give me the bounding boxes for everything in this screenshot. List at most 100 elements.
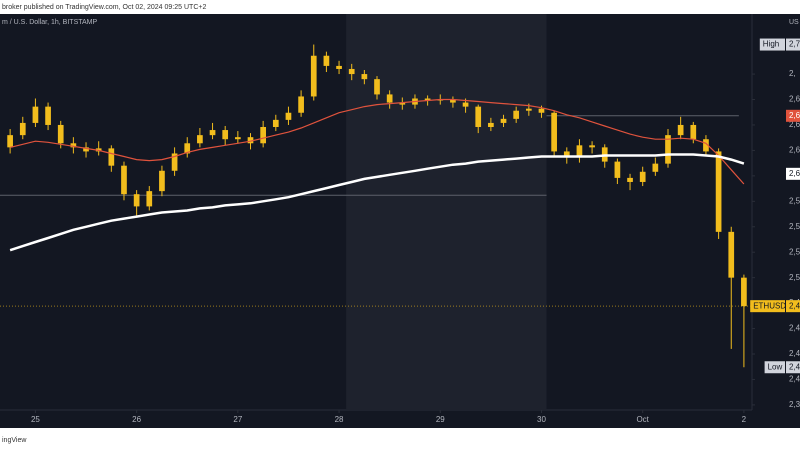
header: broker published on TradingView.com, Oct… [2,4,206,11]
candle-body [715,151,722,232]
price-label: 2,7 [789,40,800,49]
candle-body [19,122,26,136]
candle-body [83,147,89,152]
session-shade [346,14,547,410]
candle-body [209,130,216,136]
candle-body [728,231,735,278]
candle-body [525,108,532,111]
candle-body [538,108,545,113]
candle-body [589,145,595,148]
price-label: 2,6 [789,169,800,178]
price-label-name: High [763,40,779,49]
price-label-box [786,38,800,51]
candle-body [285,112,292,120]
x-tick-label: 25 [31,415,40,424]
candle-body [272,119,279,127]
price-label: 2,4 [789,301,800,310]
candle-body [551,112,557,152]
candle-body [374,79,380,95]
x-tick-label: 29 [436,415,445,424]
price-label-box [786,361,800,374]
candle-body [424,98,431,101]
candle-body [32,106,39,123]
price-label-name: ETHUSD [753,301,786,310]
candle-body [690,124,697,140]
candle-body [450,99,456,103]
price-label-box [786,109,800,122]
ma-line [9,98,745,185]
chart-title: m / U.S. Dollar, 1h, BITSTAMP [2,19,98,26]
candle-body [247,137,254,144]
candle-body [475,106,482,127]
candle-body [500,118,507,123]
y-tick-label: 2,5 [789,273,800,282]
candle-body [159,170,165,192]
candle-body [399,102,406,105]
candle-body [665,135,671,164]
y-tick-label: 2,6 [789,146,800,155]
candle-body [348,68,355,75]
price-label-box [786,300,800,313]
candle-body [146,191,153,207]
candle-body [336,65,342,69]
price-label: 2,6 [789,111,800,120]
candle-body [121,165,127,195]
price-label: 2,4 [789,362,800,371]
candle-body [677,124,684,136]
candle-body [310,55,317,97]
candle-body [171,153,178,171]
candle-body [57,124,64,144]
candle-body [627,177,633,182]
price-label-name-box [759,38,785,51]
y-tick-label: 2,3 [789,400,800,409]
currency: US [789,19,799,26]
price-label-name-box [764,361,785,374]
candle-body [576,145,583,158]
ma-line [9,153,745,252]
y-tick-label: 2,4 [789,349,800,358]
y-tick-label: 2,4 [789,324,800,333]
price-label-name-box [750,300,785,313]
candle-body [652,163,659,172]
candle-body [703,139,709,152]
candle-body [45,106,51,125]
candle-body [298,96,304,113]
candle-body [361,74,368,80]
footer: ingView [2,437,27,444]
x-tick-label: 26 [132,415,141,424]
candle-body [133,194,140,207]
candle-body [323,55,330,66]
x-tick-label: 27 [233,415,242,424]
candle-body [488,122,494,127]
y-tick-label: 2,5 [789,222,800,231]
y-tick-label: 2,6 [789,95,800,104]
candle-body [184,143,191,154]
x-tick-label: 30 [537,415,546,424]
candle-body [235,137,241,140]
candle-body [639,171,646,182]
candle-body [108,148,115,166]
y-tick-label: 2,5 [789,196,800,205]
price-label-name: Low [768,362,783,371]
candle-body [614,161,621,178]
x-tick-label: 2 [742,415,747,424]
candle-body [70,143,77,148]
candle-body [386,94,393,103]
y-tick-label: 2,5 [789,247,800,256]
price-label-box [786,167,800,180]
x-tick-label: 28 [335,415,344,424]
candle-body [513,110,520,119]
x-tick-label: Oct [636,415,649,424]
y-tick-label: 2,4 [789,375,800,384]
y-tick-label: 2, [789,69,796,78]
candle-body [741,277,747,307]
candle-body [260,126,266,144]
candle-body [197,135,203,144]
y-tick-label: 2,6 [789,120,800,129]
candle-body [7,135,13,148]
candle-body [222,130,229,140]
candle-body [563,151,570,158]
candle-body [462,102,469,107]
